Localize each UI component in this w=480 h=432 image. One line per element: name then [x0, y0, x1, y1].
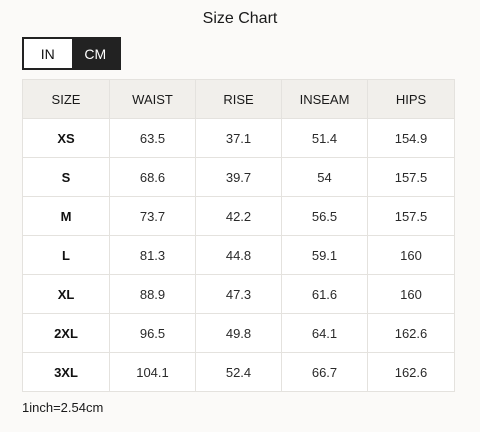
- inseam-cell: 64.1: [281, 313, 368, 353]
- hips-cell: 162.6: [367, 313, 455, 353]
- hips-cell: 160: [367, 235, 455, 275]
- size-chart-table: SIZE WAIST RISE INSEAM HIPS XS 63.5 37.1…: [22, 79, 455, 392]
- table-row: XL 88.9 47.3 61.6 160: [22, 274, 455, 314]
- inseam-cell: 51.4: [281, 118, 368, 158]
- size-cell: S: [22, 157, 110, 197]
- rise-cell: 44.8: [195, 235, 282, 275]
- table-row: S 68.6 39.7 54 157.5: [22, 157, 455, 197]
- waist-cell: 68.6: [109, 157, 196, 197]
- size-cell: 3XL: [22, 352, 110, 392]
- waist-cell: 73.7: [109, 196, 196, 236]
- size-cell: M: [22, 196, 110, 236]
- hips-cell: 154.9: [367, 118, 455, 158]
- table-row: L 81.3 44.8 59.1 160: [22, 235, 455, 275]
- hips-cell: 162.6: [367, 352, 455, 392]
- header-rise: RISE: [195, 79, 282, 119]
- rise-cell: 52.4: [195, 352, 282, 392]
- hips-cell: 157.5: [367, 196, 455, 236]
- unit-option-cm[interactable]: CM: [71, 39, 119, 68]
- table-row: 3XL 104.1 52.4 66.7 162.6: [22, 352, 455, 392]
- waist-cell: 104.1: [109, 352, 196, 392]
- inseam-cell: 59.1: [281, 235, 368, 275]
- header-hips: HIPS: [367, 79, 455, 119]
- table-row: XS 63.5 37.1 51.4 154.9: [22, 118, 455, 158]
- rise-cell: 42.2: [195, 196, 282, 236]
- unit-conversion-note: 1inch=2.54cm: [22, 400, 104, 415]
- size-cell: L: [22, 235, 110, 275]
- inseam-cell: 56.5: [281, 196, 368, 236]
- header-waist: WAIST: [109, 79, 196, 119]
- table-row: 2XL 96.5 49.8 64.1 162.6: [22, 313, 455, 353]
- hips-cell: 160: [367, 274, 455, 314]
- rise-cell: 47.3: [195, 274, 282, 314]
- waist-cell: 96.5: [109, 313, 196, 353]
- table-header-row: SIZE WAIST RISE INSEAM HIPS: [22, 79, 455, 119]
- header-inseam: INSEAM: [281, 79, 368, 119]
- inseam-cell: 54: [281, 157, 368, 197]
- size-cell: XL: [22, 274, 110, 314]
- page-title: Size Chart: [202, 10, 278, 27]
- rise-cell: 39.7: [195, 157, 282, 197]
- rise-cell: 49.8: [195, 313, 282, 353]
- hips-cell: 157.5: [367, 157, 455, 197]
- inseam-cell: 61.6: [281, 274, 368, 314]
- size-cell: 2XL: [22, 313, 110, 353]
- waist-cell: 81.3: [109, 235, 196, 275]
- waist-cell: 63.5: [109, 118, 196, 158]
- header-size: SIZE: [22, 79, 110, 119]
- table-row: M 73.7 42.2 56.5 157.5: [22, 196, 455, 236]
- rise-cell: 37.1: [195, 118, 282, 158]
- inseam-cell: 66.7: [281, 352, 368, 392]
- size-cell: XS: [22, 118, 110, 158]
- unit-toggle: IN CM: [22, 37, 121, 70]
- unit-option-in[interactable]: IN: [24, 39, 72, 68]
- waist-cell: 88.9: [109, 274, 196, 314]
